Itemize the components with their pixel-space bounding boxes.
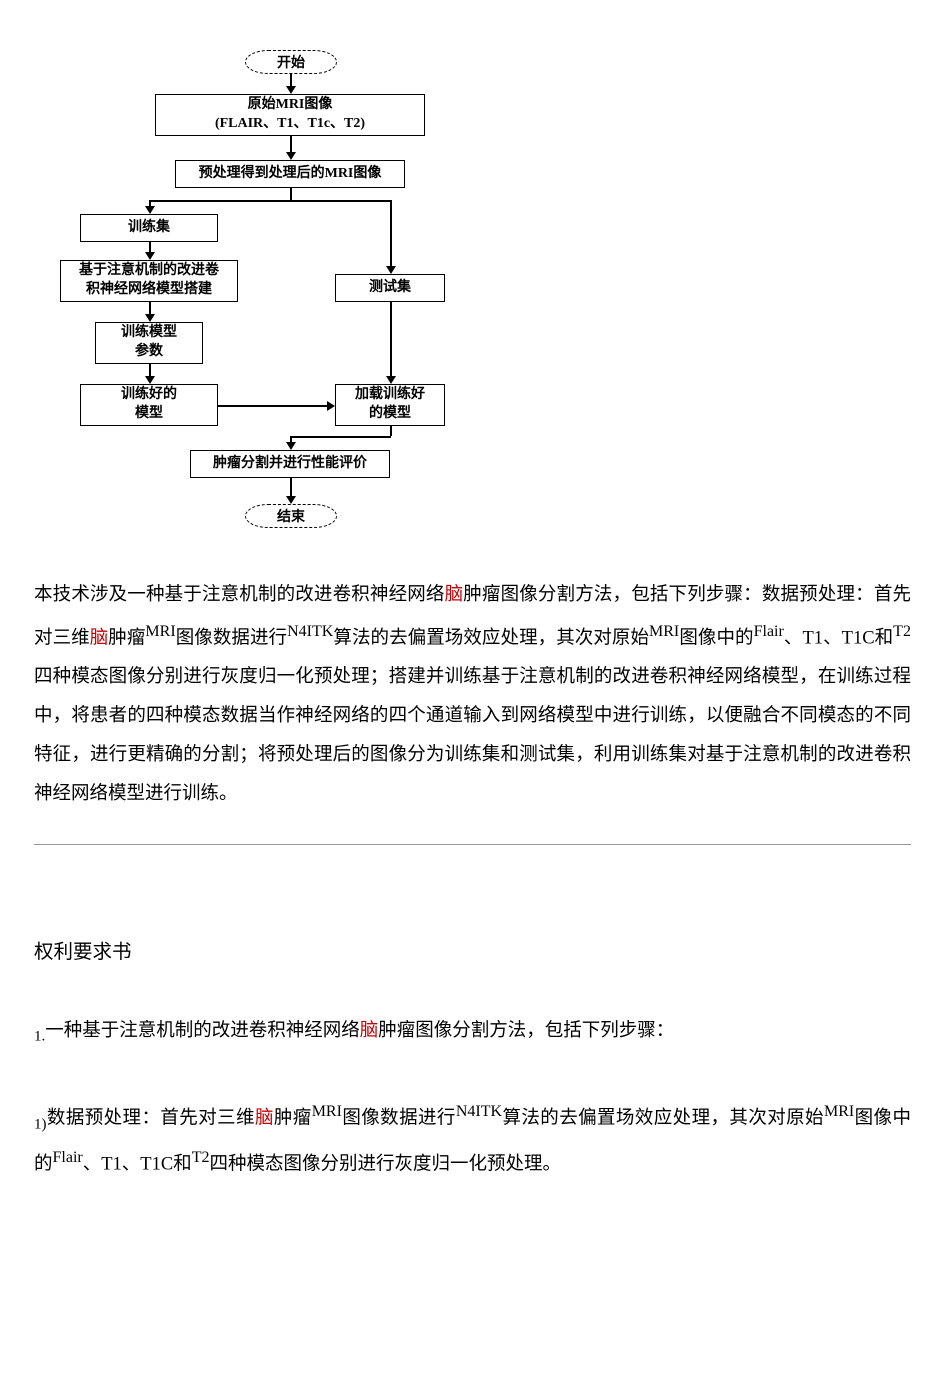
arrow-down-icon	[286, 152, 296, 160]
txt: 图像中的	[679, 628, 753, 648]
node-start: 开始	[245, 50, 337, 74]
edge	[149, 242, 151, 252]
txt: 本技术涉及一种基于注意机制的改进卷积神经网络	[34, 585, 445, 605]
node-train-params: 训练模型 参数	[95, 322, 203, 364]
sub: Flair	[754, 623, 784, 640]
arrow-down-icon	[145, 376, 155, 384]
txt: 图像数据进行	[342, 1108, 456, 1128]
node-build-model: 基于注意机制的改进卷 积神经网络模型搭建	[60, 260, 238, 302]
claim-1: 1.一种基于注意机制的改进卷积神经网络脑肿瘤图像分割方法，包括下列步骤：	[34, 1012, 911, 1053]
txt: 算法的去偏置场效应处理，其次对原始	[502, 1108, 824, 1128]
node-test-set: 测试集	[335, 274, 445, 302]
edge	[149, 200, 291, 202]
txt: 、T1、T1C和	[83, 1154, 192, 1174]
node-raw-mri-line2: (FLAIR、T1、T1c、T2)	[215, 115, 365, 134]
claims-heading: 权利要求书	[34, 935, 911, 964]
node-training-set: 训练集	[80, 214, 218, 242]
arrow-down-icon	[145, 314, 155, 322]
sub: MRI	[312, 1103, 342, 1120]
edge	[218, 405, 327, 407]
edge	[290, 188, 292, 200]
sub: N4ITK	[287, 623, 333, 640]
txt: 算法的去偏置场效应处理，其次对原始	[333, 628, 649, 648]
sub: Flair	[53, 1149, 83, 1166]
txt: 四种模态图像分别进行灰度归一化预处理；搭建并训练基于注意机制的改进卷积神经网络模…	[34, 667, 911, 804]
edge	[390, 302, 392, 376]
sub: MRI	[649, 623, 679, 640]
abstract-paragraph: 本技术涉及一种基于注意机制的改进卷积神经网络脑肿瘤图像分割方法，包括下列步骤：数…	[34, 576, 911, 814]
edge	[390, 200, 392, 266]
node-preprocess: 预处理得到处理后的MRI图像	[175, 160, 405, 188]
txt: 数据预处理：首先对三维	[47, 1108, 255, 1128]
node-load-model-line2: 的模型	[369, 405, 411, 424]
edge	[290, 74, 292, 86]
step-number: 1)	[34, 1116, 47, 1132]
claim-number: 1.	[34, 1028, 45, 1044]
txt: 、T1、T1C和	[784, 628, 893, 648]
arrow-down-icon	[145, 252, 155, 260]
arrow-down-icon	[145, 206, 155, 214]
txt: 一种基于注意机制的改进卷积神经网络	[45, 1021, 360, 1041]
node-build-model-line1: 基于注意机制的改进卷	[79, 262, 219, 281]
txt: 肿瘤图像分割方法，包括下列步骤：	[378, 1021, 674, 1041]
highlight-term: 脑	[360, 1021, 379, 1041]
node-load-model-line1: 加载训练好	[355, 386, 425, 405]
highlight-term: 脑	[445, 585, 464, 605]
arrow-down-icon	[286, 496, 296, 504]
highlight-term: 脑	[255, 1108, 274, 1128]
sub: MRI	[145, 623, 175, 640]
node-end: 结束	[245, 504, 337, 528]
edge	[390, 426, 392, 436]
node-evaluate: 肿瘤分割并进行性能评价	[190, 450, 390, 478]
claim-1-step1: 1)数据预处理：首先对三维脑肿瘤MRI图像数据进行N4ITK算法的去偏置场效应处…	[34, 1095, 911, 1184]
sub: MRI	[824, 1103, 854, 1120]
edge	[149, 302, 151, 314]
arrow-down-icon	[386, 376, 396, 384]
node-trained-model-line1: 训练好的	[121, 386, 177, 405]
sub: N4ITK	[456, 1103, 502, 1120]
edge	[290, 136, 292, 152]
node-train-params-line2: 参数	[135, 343, 163, 362]
highlight-term: 脑	[90, 628, 109, 648]
txt: 肿瘤	[108, 628, 145, 648]
sub: T2	[893, 623, 911, 640]
flowchart-diagram: 开始 原始MRI图像 (FLAIR、T1、T1c、T2) 预处理得到处理后的MR…	[60, 50, 540, 550]
txt: 肿瘤	[274, 1108, 312, 1128]
edge	[290, 478, 292, 496]
txt: 四种模态图像分别进行灰度归一化预处理。	[209, 1154, 561, 1174]
section-divider	[34, 844, 911, 845]
node-raw-mri: 原始MRI图像 (FLAIR、T1、T1c、T2)	[155, 94, 425, 136]
arrow-down-icon	[386, 266, 396, 274]
arrow-right-icon	[327, 401, 335, 411]
txt: 图像数据进行	[176, 628, 287, 648]
node-trained-model-line2: 模型	[135, 405, 163, 424]
arrow-down-icon	[286, 442, 296, 450]
node-raw-mri-line1: 原始MRI图像	[248, 96, 333, 115]
node-train-params-line1: 训练模型	[121, 324, 177, 343]
sub: T2	[192, 1149, 210, 1166]
edge	[149, 364, 151, 376]
edge	[290, 436, 391, 438]
node-load-model: 加载训练好 的模型	[335, 384, 445, 426]
node-trained-model: 训练好的 模型	[80, 384, 218, 426]
edge	[290, 200, 390, 202]
node-build-model-line2: 积神经网络模型搭建	[86, 281, 212, 300]
arrow-down-icon	[286, 86, 296, 94]
